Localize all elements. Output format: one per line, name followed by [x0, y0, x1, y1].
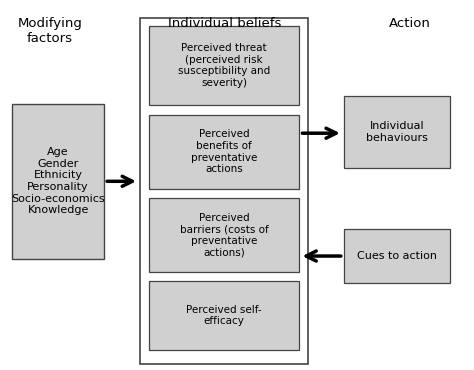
- Bar: [149, 198, 299, 272]
- Bar: [149, 26, 299, 105]
- Text: Perceived self-
efficacy: Perceived self- efficacy: [186, 305, 262, 326]
- Text: Individual beliefs: Individual beliefs: [168, 17, 282, 30]
- Text: Action: Action: [389, 17, 431, 30]
- Text: Perceived threat
(perceived risk
susceptibility and
severity): Perceived threat (perceived risk suscept…: [178, 43, 270, 88]
- Bar: [149, 281, 299, 350]
- Text: Modifying
factors: Modifying factors: [18, 17, 82, 45]
- Bar: [149, 115, 299, 189]
- Bar: [140, 18, 308, 364]
- Bar: [344, 96, 450, 168]
- Bar: [12, 104, 104, 259]
- Text: Individual
behaviours: Individual behaviours: [366, 121, 428, 143]
- Text: Perceived
barriers (costs of
preventative
actions): Perceived barriers (costs of preventativ…: [180, 212, 268, 258]
- Text: Cues to action: Cues to action: [357, 251, 437, 261]
- Text: Age
Gender
Ethnicity
Personality
Socio-economics
Knowledge: Age Gender Ethnicity Personality Socio-e…: [11, 147, 105, 215]
- Text: Perceived
benefits of
preventative
actions: Perceived benefits of preventative actio…: [191, 129, 257, 174]
- Bar: [344, 229, 450, 283]
